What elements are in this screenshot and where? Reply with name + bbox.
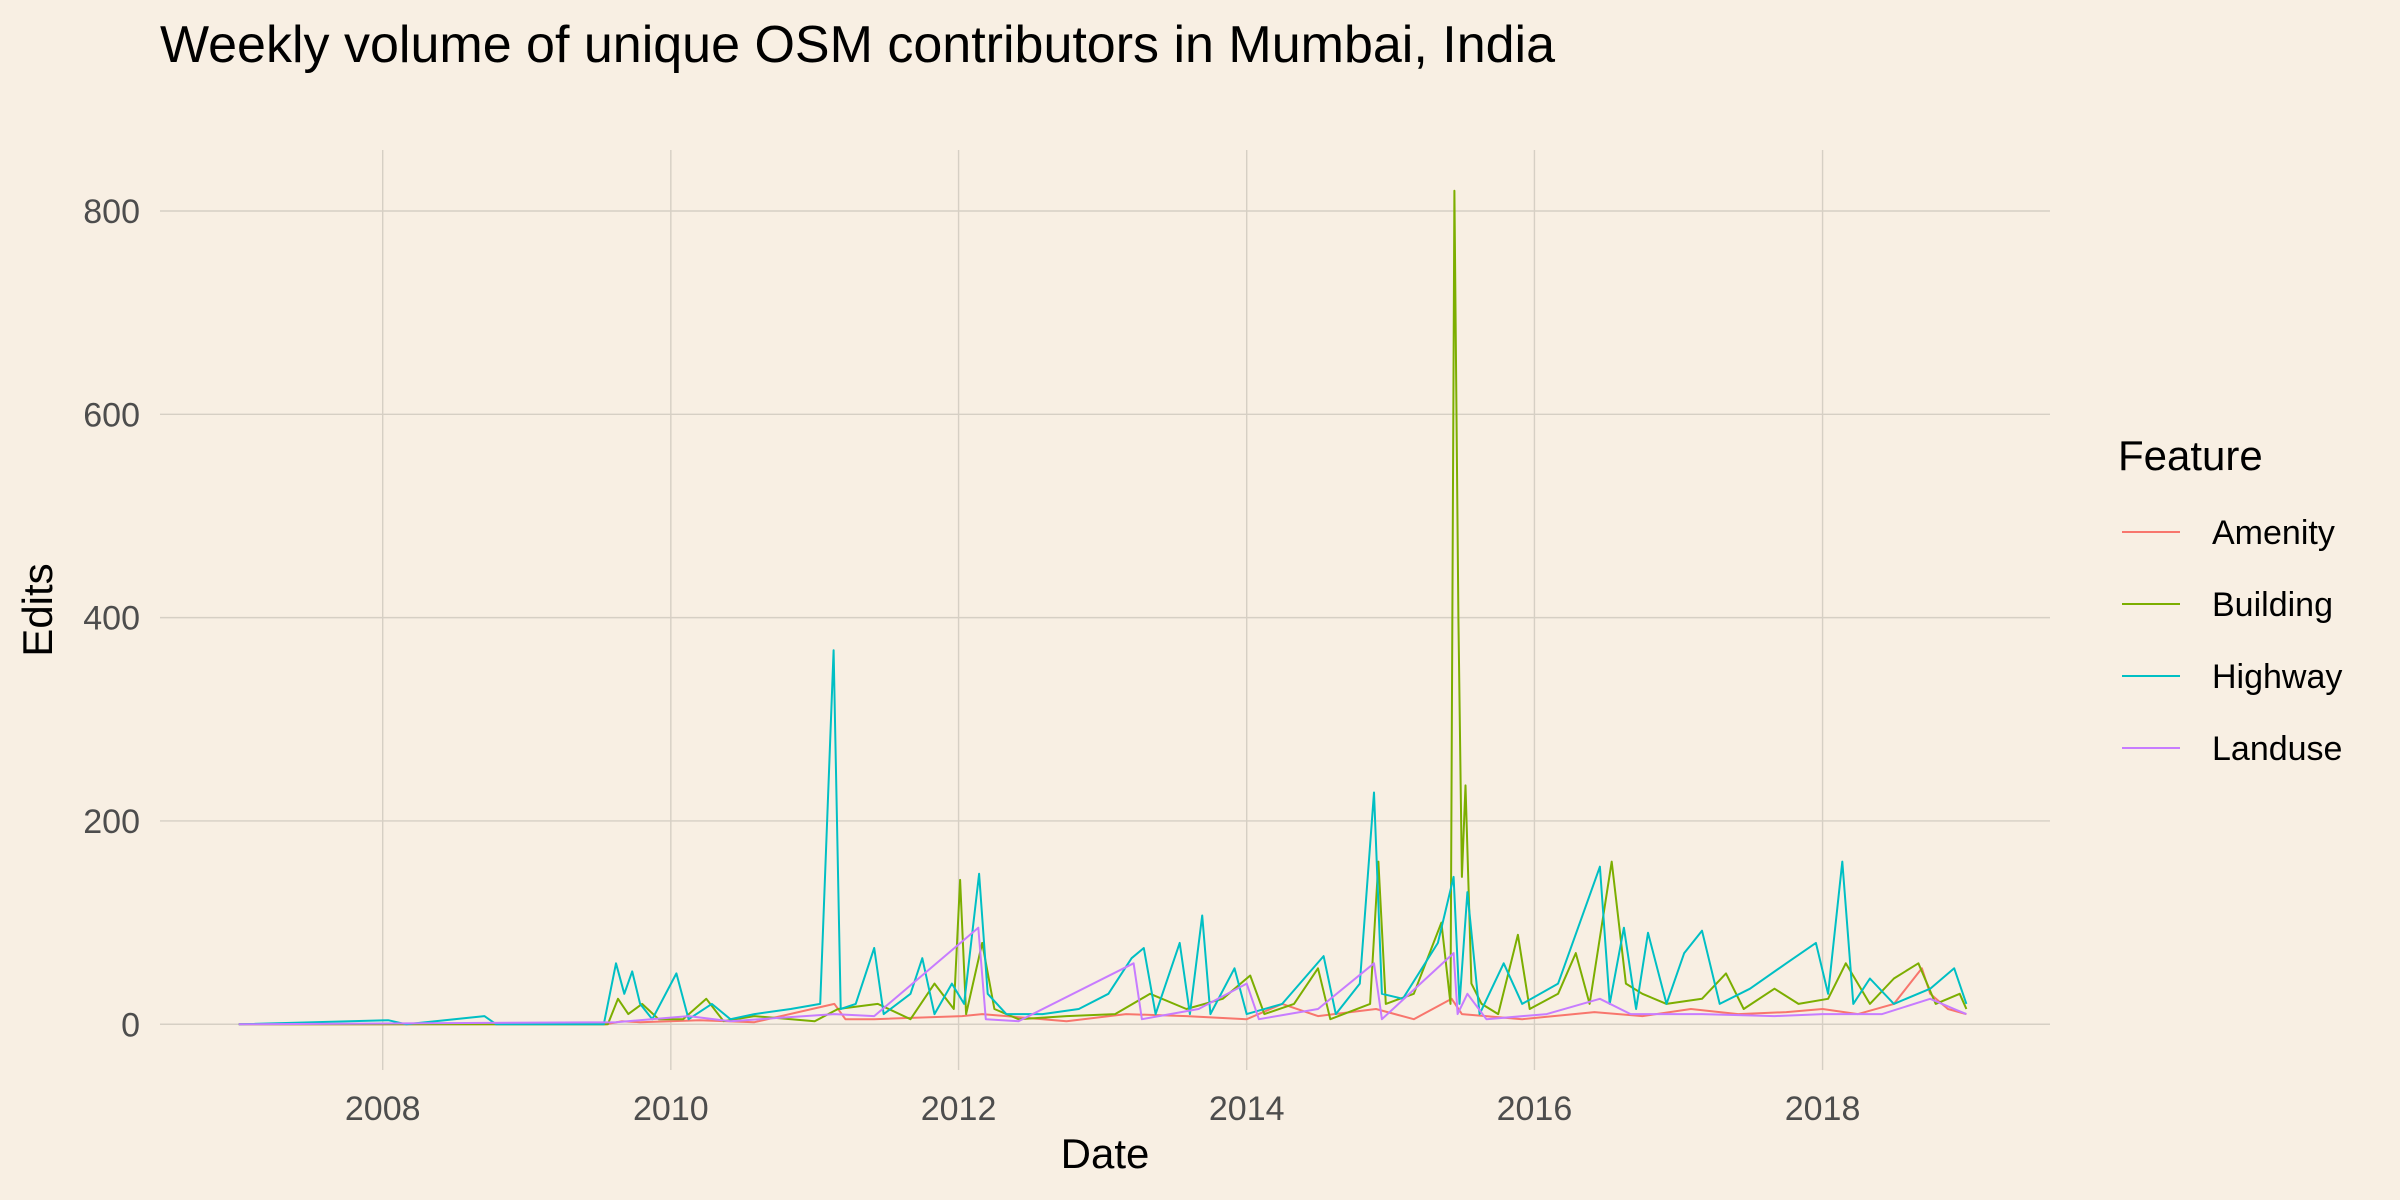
y-tick-label: 400 [83, 600, 140, 638]
x-tick-label: 2018 [1785, 1090, 1861, 1128]
legend: Feature Amenity Building Highway Landuse [2118, 432, 2342, 768]
y-axis-label: Edits [14, 563, 61, 656]
legend-title: Feature [2118, 432, 2263, 479]
grid [160, 150, 2050, 1070]
y-tick-label: 800 [83, 193, 140, 231]
y-tick-label: 600 [83, 396, 140, 434]
series-line-landuse [238, 926, 1967, 1026]
legend-label-amenity: Amenity [2212, 514, 2335, 552]
legend-label-building: Building [2212, 586, 2333, 624]
x-tick-label: 2008 [345, 1090, 421, 1128]
x-tick-label: 2012 [921, 1090, 997, 1128]
y-tick-label: 200 [83, 803, 140, 841]
x-tick-label: 2016 [1497, 1090, 1573, 1128]
axis-ticks: 0 200 400 600 800 2008 2010 2012 2014 2016 2018 [83, 193, 1860, 1128]
y-tick-label: 0 [121, 1006, 140, 1044]
legend-label-landuse: Landuse [2212, 730, 2342, 768]
x-tick-label: 2010 [633, 1090, 709, 1128]
plot-area [238, 189, 1968, 1026]
chart-title: Weekly volume of unique OSM contributors… [160, 16, 1555, 74]
series-line-highway [238, 649, 1968, 1026]
x-axis-label: Date [1061, 1130, 1150, 1177]
legend-label-highway: Highway [2212, 658, 2342, 696]
series-line-building [238, 189, 1968, 1026]
x-tick-label: 2014 [1209, 1090, 1285, 1128]
